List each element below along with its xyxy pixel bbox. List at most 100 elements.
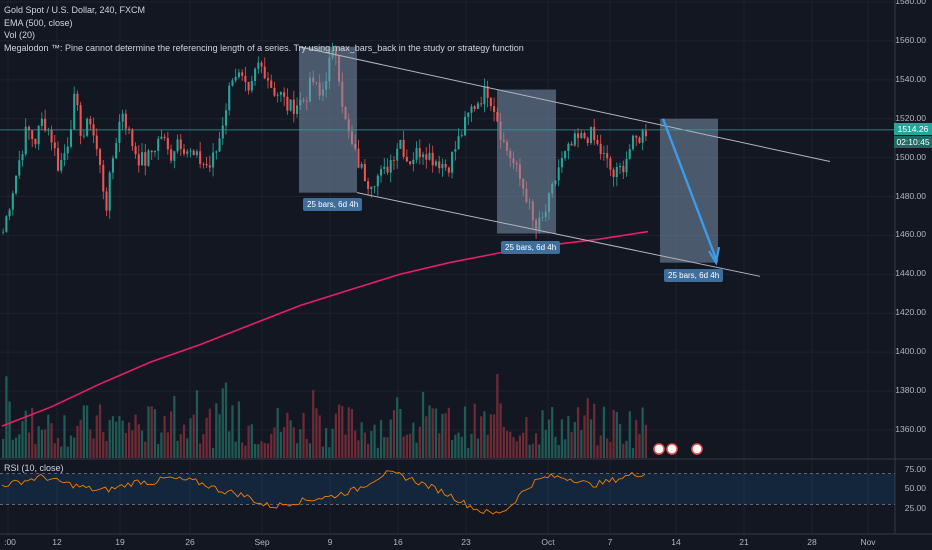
candle-body [234, 77, 237, 81]
volume-bar [492, 414, 496, 458]
volume-bar [428, 405, 431, 458]
volume-bar [89, 429, 92, 458]
volume-bar [221, 388, 224, 458]
candle-body [473, 106, 476, 109]
volume-bar [467, 447, 470, 458]
volume-bar [483, 411, 486, 458]
volume-bar [50, 423, 53, 458]
volume-bar [56, 437, 60, 458]
volume-bar [40, 429, 44, 458]
candle-body [405, 156, 408, 162]
volume-bar [606, 438, 609, 458]
volume-bar [124, 432, 128, 458]
candle-body [470, 106, 473, 113]
measure-label-1[interactable]: 25 bars, 6d 4h [303, 198, 363, 211]
current-price-badge: 1514.26 [894, 123, 932, 135]
volume-bar [334, 413, 337, 458]
candle-body [367, 181, 370, 190]
volume-bar [560, 419, 564, 458]
volume-bar [273, 427, 276, 458]
candle-body [108, 172, 111, 211]
chart-legend: Gold Spot / U.S. Dollar, 240, FXCM EMA (… [4, 4, 524, 54]
candle-body [40, 118, 43, 127]
volume-bar [266, 443, 270, 458]
volume-bar [328, 447, 331, 458]
candle-body [231, 80, 234, 86]
volume-bar [182, 424, 186, 458]
candle-body [296, 105, 299, 114]
volume-bar [386, 437, 389, 458]
volume-bar [622, 443, 625, 458]
volume-bar [292, 427, 295, 458]
candle-body [118, 121, 121, 144]
volume-bar [34, 444, 37, 458]
volume-bar [102, 432, 105, 458]
candle-body [166, 137, 169, 150]
volume-bar [499, 403, 502, 458]
candle-body [208, 165, 211, 168]
volume-study-label[interactable]: Vol (20) [4, 30, 36, 40]
volume-bar [383, 437, 386, 458]
candle-body [31, 130, 34, 140]
measure-label-3[interactable]: 25 bars, 6d 4h [664, 269, 724, 282]
volume-bar [244, 445, 247, 458]
price-axis-label: 1460.00 [895, 229, 926, 240]
volume-bar [137, 424, 140, 458]
volume-bar [176, 440, 179, 458]
volume-bar [63, 415, 66, 458]
volume-bar [457, 432, 460, 458]
candle-body [137, 154, 140, 166]
volume-bar [438, 433, 441, 458]
volume-bar [505, 430, 509, 458]
candle-body [421, 154, 425, 158]
volume-bar [173, 395, 176, 458]
volume-bar [357, 440, 360, 458]
candle-body [609, 158, 612, 170]
candle-body [218, 138, 221, 152]
candle-body [195, 151, 198, 156]
symbol-title[interactable]: Gold Spot / U.S. Dollar, 240, FXCM [4, 5, 146, 15]
candle-body [79, 105, 82, 136]
volume-bar [444, 413, 447, 458]
volume-bar [299, 429, 302, 458]
projection-arrowhead [708, 246, 721, 266]
candle-body [441, 163, 444, 169]
volume-bar [289, 420, 292, 458]
candle-body [463, 116, 467, 136]
volume-bar [127, 422, 131, 458]
volume-bar [163, 415, 166, 458]
measure-label-2[interactable]: 25 bars, 6d 4h [501, 241, 561, 254]
volume-bar [115, 421, 118, 458]
candle-body [173, 151, 176, 161]
candle-body [144, 152, 147, 166]
candle-body [140, 152, 144, 166]
candle-body [283, 92, 286, 97]
volume-bar [315, 408, 318, 458]
volume-bar [635, 420, 638, 458]
candle-body [567, 143, 570, 152]
volume-bar [628, 411, 631, 458]
candle-body [279, 92, 282, 95]
candle-body [389, 160, 392, 173]
volume-bar [412, 422, 415, 458]
rsi-study-label[interactable]: RSI (10, close) [4, 463, 64, 473]
candle-body [134, 146, 137, 155]
volume-bar [82, 405, 86, 458]
volume-bar [347, 407, 350, 458]
candle-body [564, 151, 567, 159]
volume-bar [76, 425, 79, 458]
volume-bar [366, 443, 370, 458]
candle-body [89, 118, 92, 125]
volume-bar [224, 382, 228, 458]
volume-bar [644, 424, 648, 458]
ema-study-label[interactable]: EMA (500, close) [4, 17, 73, 28]
volume-bar [211, 447, 215, 458]
price-axis-label: 1360.00 [895, 424, 926, 434]
volume-bar [11, 439, 14, 458]
rsi-axis-label: 75.00 [904, 463, 926, 474]
volume-bar [257, 444, 260, 458]
candle-body [105, 191, 108, 211]
volume-bar [202, 434, 205, 458]
time-axis-label: 26 [185, 537, 195, 547]
